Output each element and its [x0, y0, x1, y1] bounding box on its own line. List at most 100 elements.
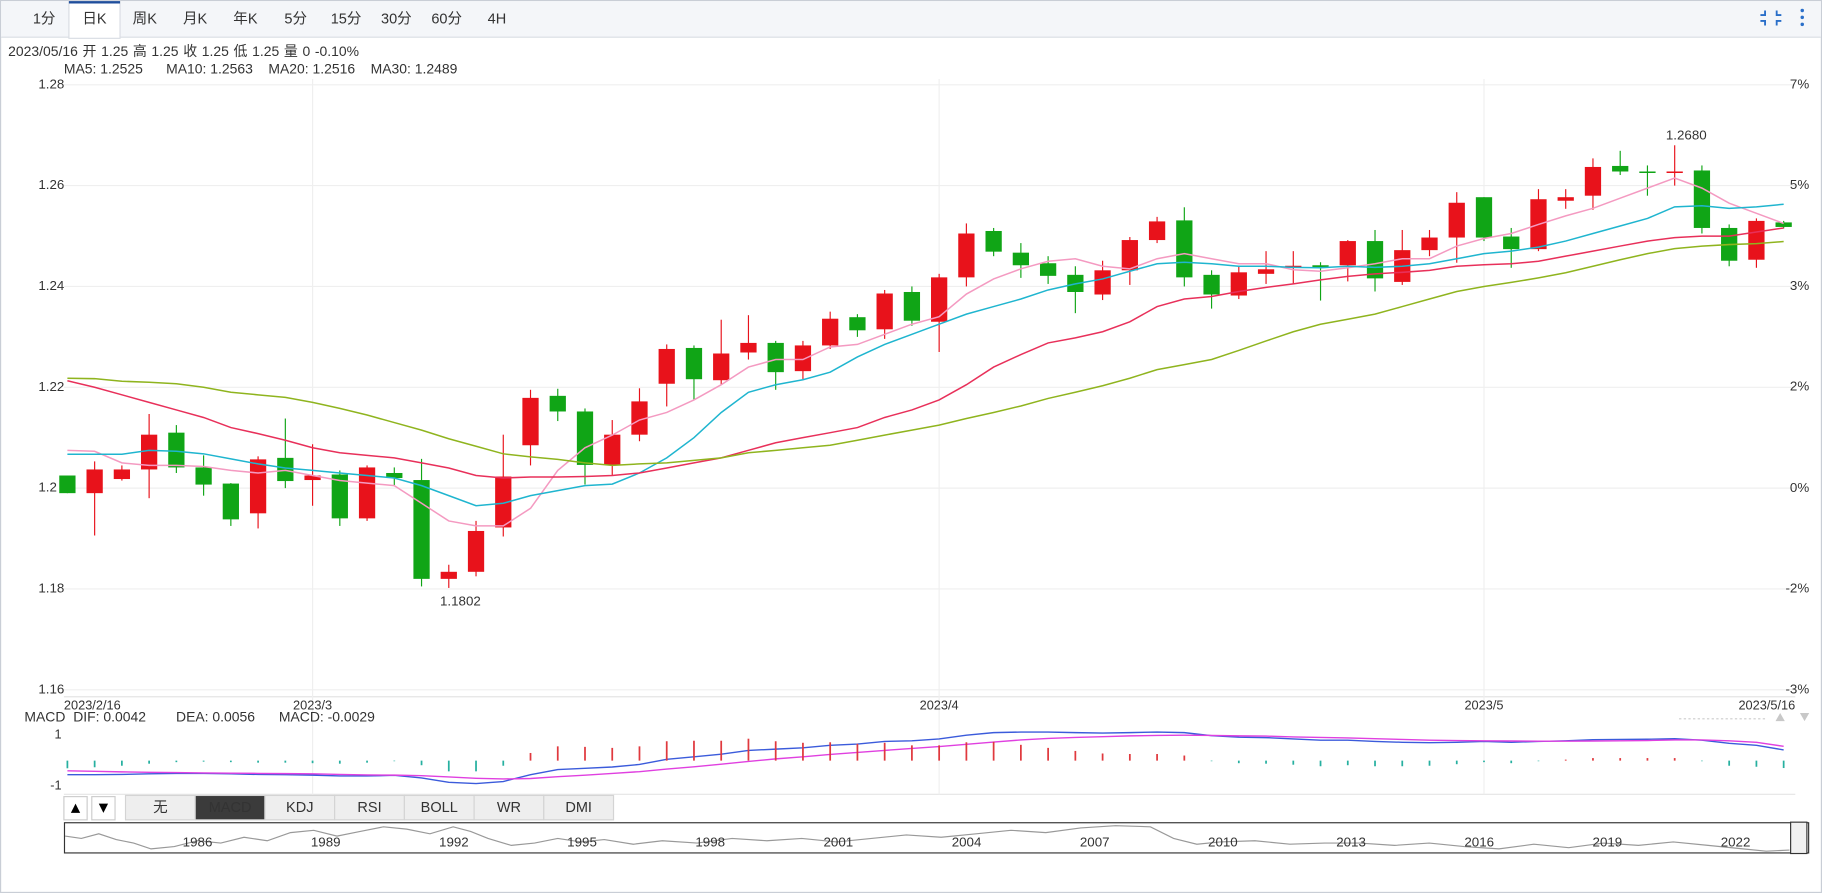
macd-bar — [938, 745, 941, 761]
macd-bar — [774, 741, 777, 761]
navigator-year: 1992 — [439, 835, 469, 850]
macd-bar — [1319, 760, 1322, 767]
macd-bar — [1074, 750, 1077, 761]
candle-body — [1366, 241, 1384, 279]
candle-body — [1748, 220, 1765, 260]
macd-bar — [175, 760, 178, 763]
legend-entry: MACD: -0.0029 — [279, 708, 375, 724]
candle-body — [1230, 272, 1247, 296]
y2-tick-label: -3% — [1785, 681, 1809, 696]
y2-tick-label: 3% — [1790, 278, 1809, 293]
macd-bar — [1401, 760, 1404, 767]
macd-bar — [1728, 760, 1731, 766]
more-icon[interactable] — [1800, 8, 1804, 27]
macd-bar — [420, 760, 423, 766]
macd-bar — [66, 760, 69, 769]
period-tab[interactable]: 1分 — [33, 11, 56, 28]
candle-body — [1312, 265, 1329, 268]
navigator-handle[interactable] — [1790, 821, 1808, 855]
tab-selected-bg — [68, 0, 121, 39]
up-arrow — [70, 803, 81, 813]
indicator-tab-bg[interactable] — [334, 794, 405, 821]
navigator-year: 2007 — [1080, 835, 1110, 850]
period-tab[interactable]: 5分 — [284, 11, 307, 28]
candle-body — [1666, 171, 1683, 174]
macd-bar — [338, 760, 341, 764]
indicator-tab-bg[interactable] — [403, 794, 475, 821]
candle-body — [1421, 237, 1438, 251]
candle-body — [576, 411, 594, 465]
candle-body — [1176, 220, 1193, 278]
macd-bar — [1128, 754, 1131, 761]
macd-bar — [1020, 744, 1022, 761]
macd-bar — [1564, 759, 1567, 761]
indicator-tab[interactable]: RSI — [357, 800, 381, 816]
candle-body — [331, 474, 348, 519]
macd-bar — [1782, 760, 1785, 769]
macd-bar — [829, 742, 832, 761]
period-tab[interactable]: 15分 — [331, 11, 362, 28]
macd-bar — [1047, 747, 1049, 761]
navigator-year: 2019 — [1593, 835, 1623, 850]
legend-entry: MA20: 1.2516 — [268, 60, 355, 76]
indicator-tab[interactable]: MACD — [209, 800, 252, 816]
macd-bar — [393, 760, 396, 762]
candle-body — [985, 230, 1002, 252]
info-text: 1.25 — [101, 43, 128, 59]
y2-tick-label: 2% — [1790, 379, 1809, 394]
macd-bar — [529, 752, 532, 761]
indicator-tab[interactable]: 无 — [153, 800, 168, 816]
candle-body — [1503, 236, 1520, 250]
indicator-tab-bg[interactable] — [194, 794, 266, 821]
period-tab[interactable]: 30分 — [381, 11, 412, 28]
macd-bar — [611, 747, 614, 761]
navigator[interactable] — [63, 822, 1810, 854]
candle-body — [631, 401, 648, 435]
candle-body — [1039, 263, 1057, 276]
candle-body — [522, 397, 539, 446]
indicator-tab-bg[interactable] — [473, 794, 545, 821]
macd-bar — [856, 743, 859, 761]
candle-body — [767, 342, 784, 373]
candle-body — [849, 317, 866, 331]
y-tick-label: 1.22 — [38, 379, 64, 394]
indicator-tab[interactable]: BOLL — [421, 800, 458, 816]
candle-body — [168, 432, 185, 468]
macd-line — [67, 734, 1784, 780]
navigator-year: 2022 — [1721, 835, 1751, 850]
macd-bar — [229, 760, 232, 763]
period-tab[interactable]: 周K — [133, 11, 158, 28]
macd-bar — [202, 760, 205, 762]
macd-bar — [1210, 760, 1213, 762]
y2-tick-label: 5% — [1790, 177, 1809, 192]
navigator-year: 1998 — [695, 835, 725, 850]
macd-bar — [1592, 758, 1594, 761]
macd-bar — [93, 760, 96, 768]
candle-body — [1775, 222, 1792, 227]
macd-y-tick-label: -1 — [50, 778, 61, 793]
period-tab[interactable]: 年K — [233, 11, 258, 28]
period-tab[interactable]: 日K — [82, 12, 107, 28]
candle-body — [931, 277, 948, 322]
indicator-tab-bg[interactable] — [543, 794, 615, 821]
toolbar — [1, 1, 1821, 38]
indicator-tab[interactable]: WR — [497, 800, 521, 816]
macd-bar — [1537, 760, 1540, 762]
period-tab[interactable]: 4H — [488, 12, 507, 28]
macd-bar — [1673, 758, 1676, 761]
period-tab[interactable]: 月K — [183, 12, 208, 28]
info-text: 开 — [82, 43, 96, 59]
macd-title: MACD — [24, 708, 65, 724]
shrink-icon[interactable] — [1760, 10, 1782, 26]
indicator-tab[interactable]: DMI — [565, 800, 592, 816]
indicator-tab[interactable]: KDJ — [286, 800, 313, 816]
y-tick-label: 1.24 — [38, 278, 65, 293]
macd-bar — [1510, 760, 1513, 764]
period-tab[interactable]: 60分 — [431, 11, 462, 28]
legend-entry: MA10: 1.2563 — [166, 60, 253, 76]
candle-body — [713, 353, 730, 381]
indicator-tab-bg[interactable] — [264, 794, 336, 821]
scroll-arrows[interactable] — [1775, 713, 1810, 722]
